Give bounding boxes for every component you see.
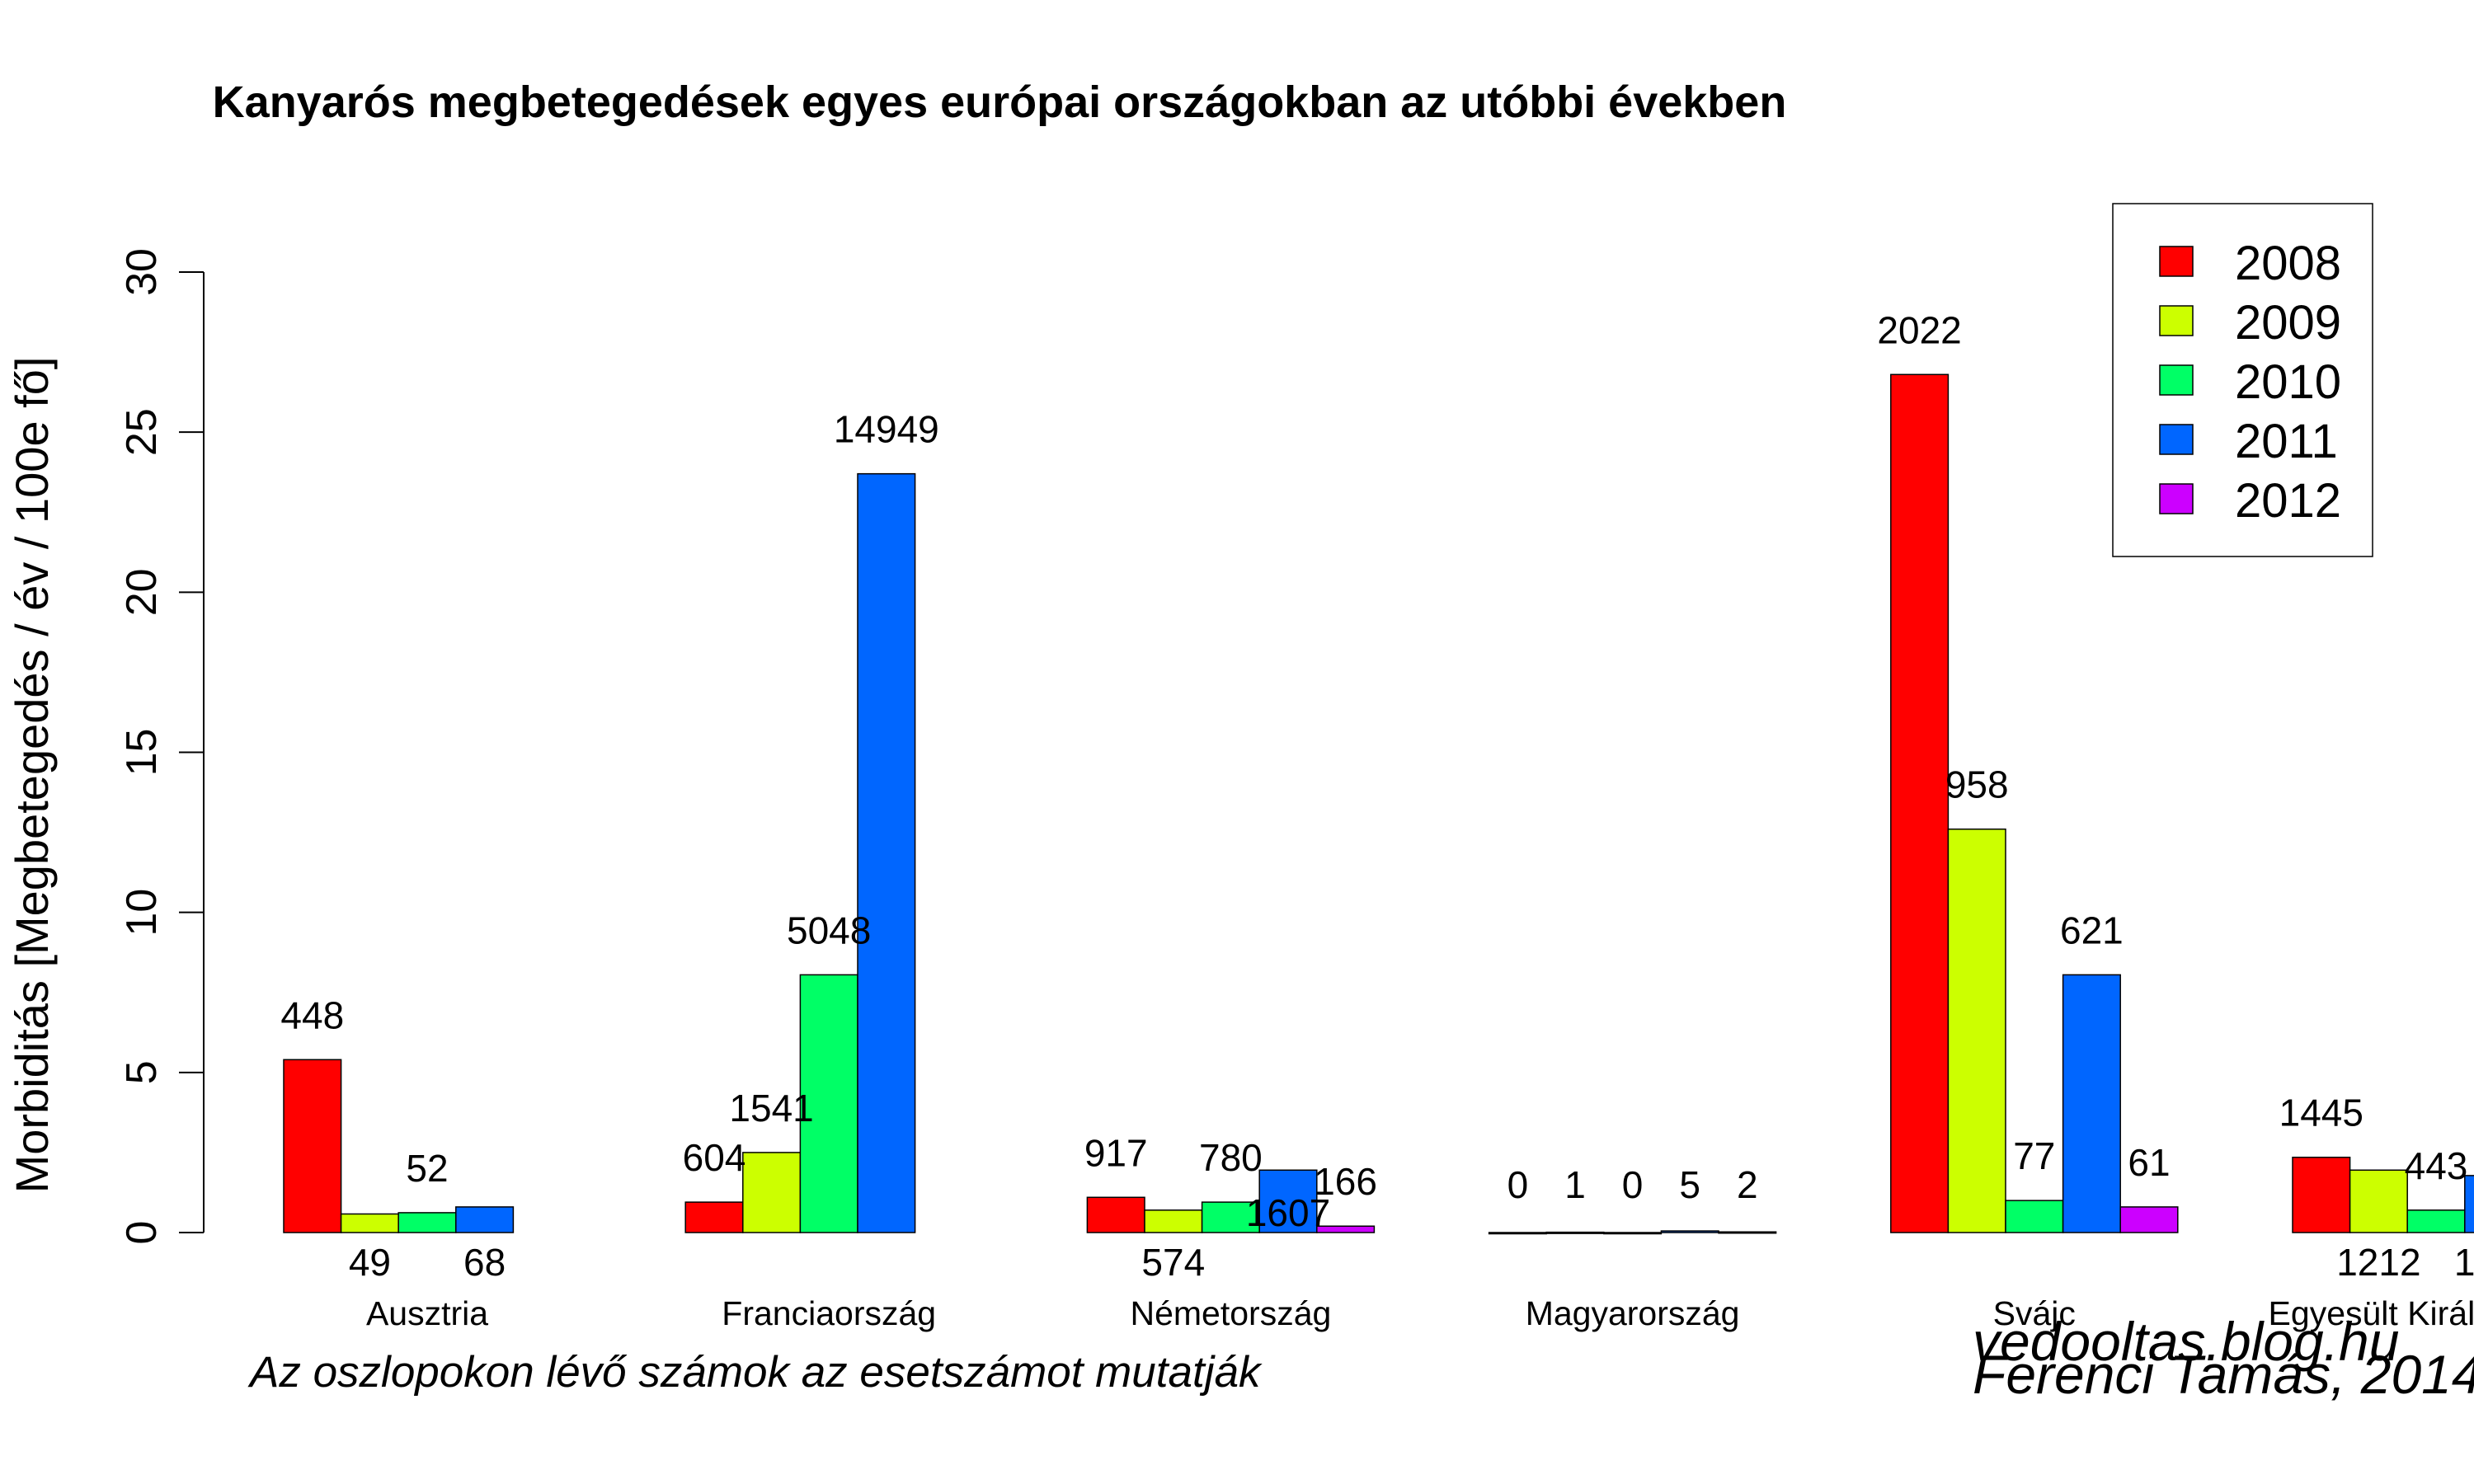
bar (742, 1152, 802, 1233)
data-label: 52 (406, 1147, 448, 1190)
legend-swatch (2159, 364, 2194, 396)
bar (2119, 1206, 2179, 1233)
legend-swatch (2159, 483, 2194, 514)
footnote: Az oszlopokon lévő számok az esetszámot … (247, 1348, 1263, 1397)
y-tick-label: 5 (118, 1060, 166, 1084)
category-label: Ausztria (366, 1294, 488, 1332)
data-label: 604 (683, 1136, 746, 1179)
bar (2062, 974, 2121, 1233)
category-label: Németország (1130, 1294, 1331, 1332)
data-label: 2 (1737, 1163, 1758, 1206)
bar (2005, 1200, 2064, 1233)
data-label: 5 (1679, 1163, 1700, 1206)
data-label: 443 (2405, 1144, 2468, 1187)
data-label: 77 (2013, 1134, 2055, 1177)
bar (1718, 1231, 1777, 1234)
legend-box (2112, 203, 2373, 557)
data-label: 61 (2128, 1141, 2170, 1184)
bar (684, 1201, 744, 1233)
data-label: 1445 (2279, 1092, 2363, 1134)
legend-label: 2012 (2235, 474, 2341, 528)
bar (397, 1212, 457, 1233)
bar (1660, 1230, 1719, 1233)
data-label: 621 (2060, 909, 2124, 951)
category-label: Franciaország (722, 1294, 936, 1332)
legend-label: 2008 (2235, 237, 2341, 290)
y-tick-label: 15 (118, 729, 166, 777)
bar (340, 1213, 399, 1233)
data-label: 780 (1199, 1136, 1263, 1179)
bar (1316, 1225, 1376, 1233)
y-axis-label: Morbiditás [Megbetegedés / év / 100e fő] (6, 357, 58, 1194)
bar (2349, 1169, 2408, 1233)
bar (1488, 1232, 1547, 1235)
bar (1947, 828, 2006, 1233)
y-tick-label: 30 (118, 248, 166, 296)
data-label: 958 (1945, 763, 2009, 806)
bar (1545, 1231, 1605, 1234)
data-label: 1607 (1246, 1191, 1330, 1234)
data-label: 49 (349, 1241, 391, 1284)
y-tick-label: 10 (118, 889, 166, 937)
legend-swatch (2159, 305, 2194, 336)
data-label: 1212 (2336, 1241, 2420, 1284)
bar (2406, 1209, 2466, 1233)
legend-swatch (2159, 246, 2194, 277)
bar (1086, 1196, 1145, 1233)
bar (857, 472, 916, 1233)
y-tick-label: 20 (118, 568, 166, 616)
category-label: Egyesült Királyság (2269, 1294, 2474, 1332)
bar (283, 1059, 342, 1233)
y-tick-label: 0 (118, 1221, 166, 1245)
data-label: 5048 (787, 909, 871, 951)
data-label: 68 (463, 1241, 506, 1284)
credit-author: Ferenci Tamás, 2014 (1973, 1344, 2474, 1405)
legend-label: 2009 (2235, 296, 2341, 350)
bar (1603, 1232, 1663, 1235)
legend-label: 2010 (2235, 355, 2341, 409)
bar (455, 1206, 515, 1233)
bar (2464, 1175, 2474, 1233)
data-label: 1112 (2454, 1241, 2474, 1284)
data-label: 1541 (729, 1087, 813, 1129)
bar (2292, 1156, 2351, 1233)
category-labels: Ausztria Franciaország Németország Magyaror… (366, 1294, 2474, 1332)
data-label: 0 (1507, 1163, 1529, 1206)
bar (1890, 373, 1950, 1233)
data-label: 14949 (834, 408, 939, 451)
data-labels: 4484952686041541504814949917574780160716… (280, 308, 2474, 1284)
y-tick-label: 25 (118, 408, 166, 456)
bar (1258, 1169, 1318, 1233)
data-label: 574 (1141, 1241, 1205, 1284)
bars (283, 373, 2474, 1235)
legend-swatch (2159, 424, 2194, 455)
data-label: 0 (1622, 1163, 1644, 1206)
legend-label: 2011 (2235, 415, 2338, 468)
category-label: Magyarország (1526, 1294, 1740, 1332)
bar (799, 974, 858, 1233)
chart-title: Kanyarós megbetegedések egyes európai or… (213, 77, 1787, 127)
data-label: 166 (1314, 1160, 1377, 1203)
y-axis: 0 5 10 15 20 25 30 (118, 248, 205, 1245)
category-label: Svájc (1993, 1294, 2076, 1332)
data-label: 2022 (1877, 308, 1961, 351)
data-label: 1 (1564, 1163, 1586, 1206)
credit-blog: vedooltas.blog.hu (1973, 1311, 2399, 1372)
data-label: 448 (280, 993, 344, 1036)
data-label: 917 (1084, 1131, 1148, 1174)
bar (1144, 1209, 1203, 1233)
